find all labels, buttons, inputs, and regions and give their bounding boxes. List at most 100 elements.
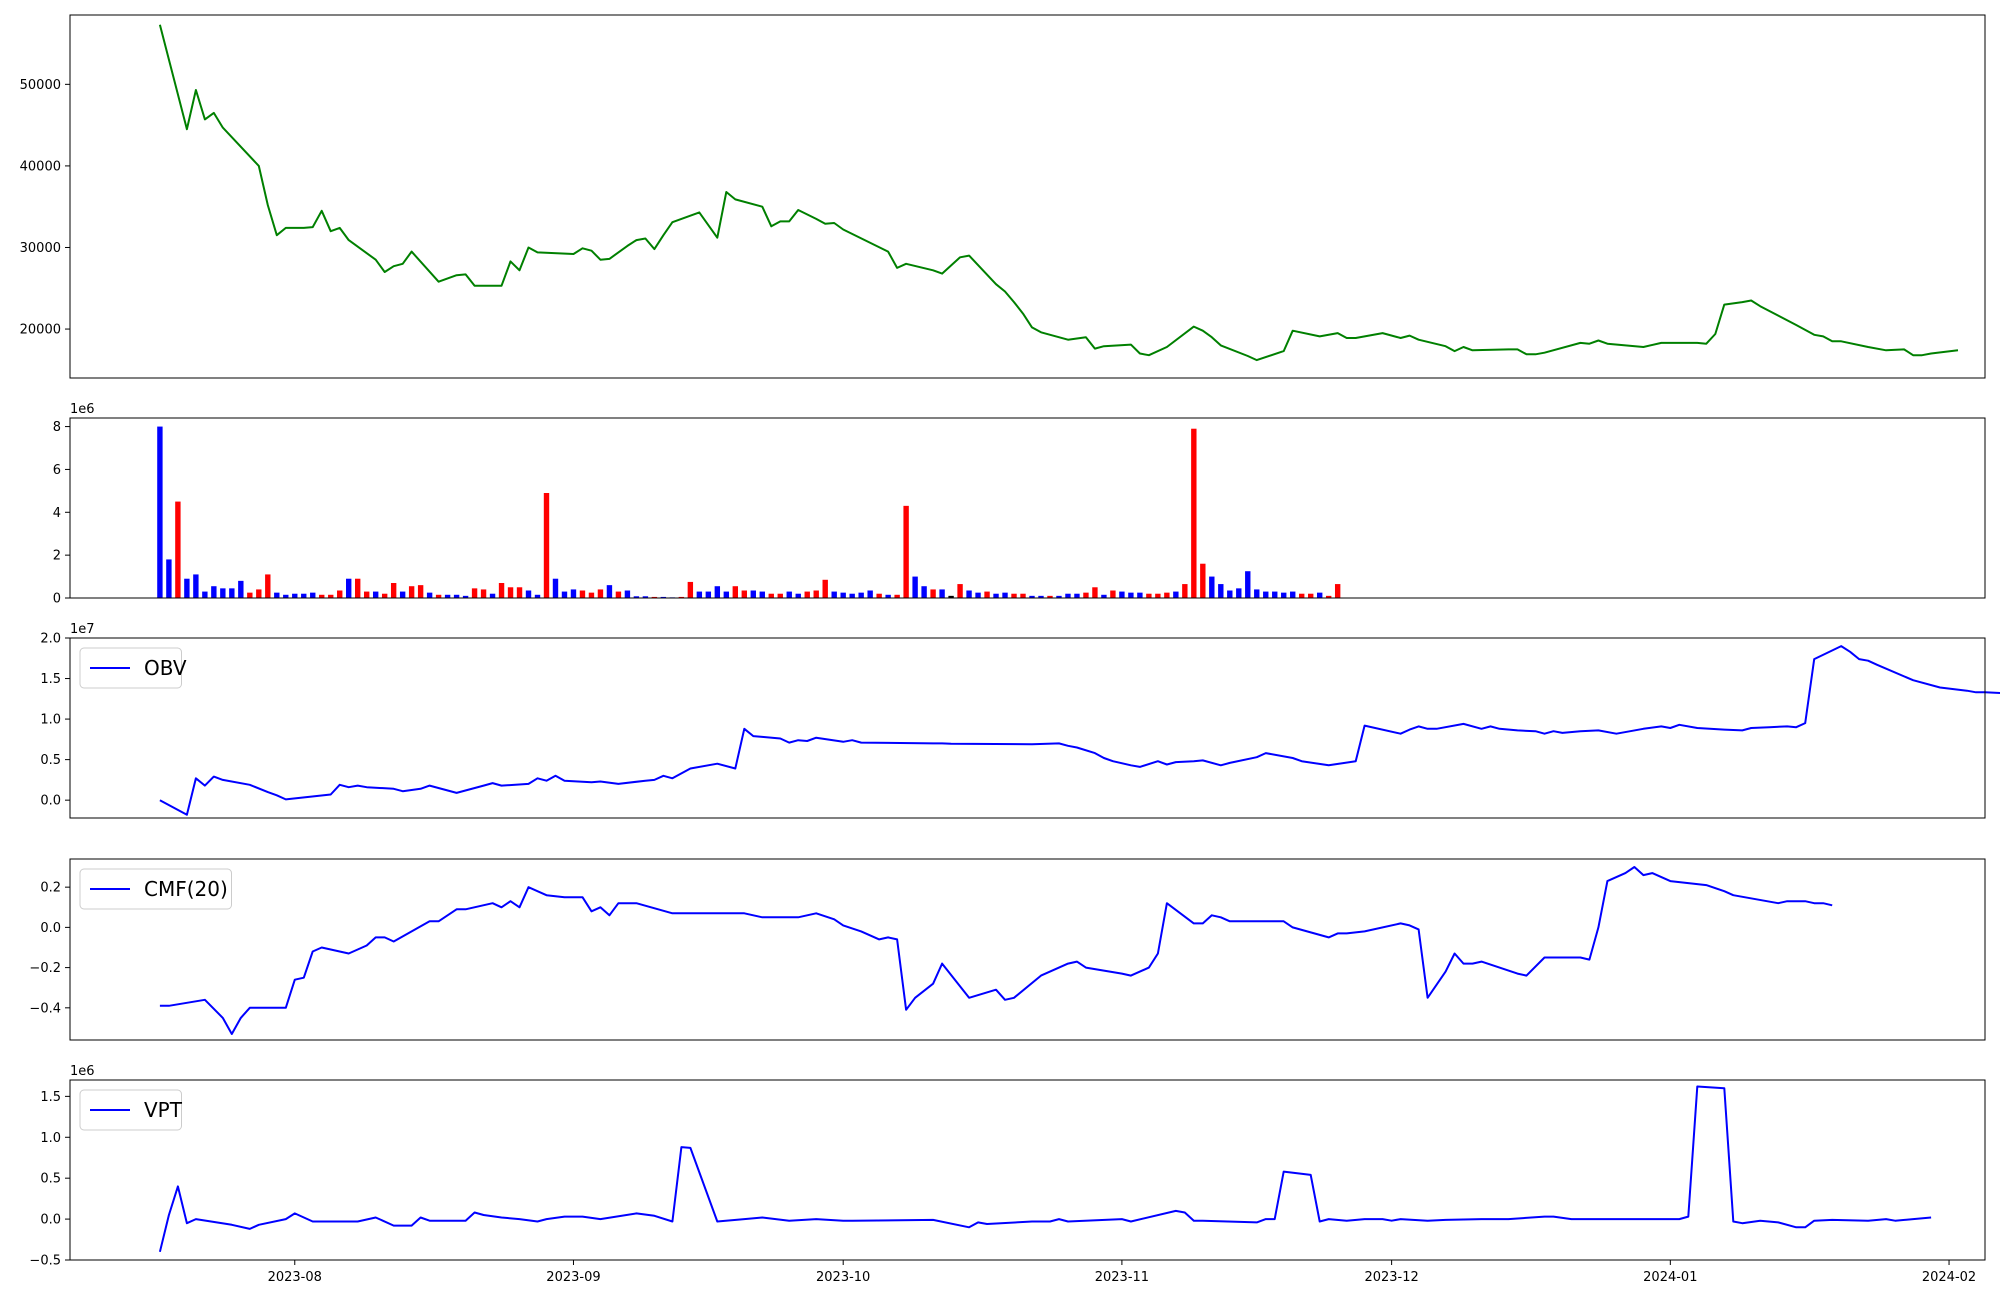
volume-bar [579, 590, 586, 598]
volume-bar [1200, 563, 1206, 598]
volume-bar [211, 586, 217, 598]
volume-bar [1110, 590, 1116, 598]
obv-line [159, 645, 2000, 816]
axes-frame [69, 858, 1986, 1041]
obv-panel: 0.0 0.5 1.0 1.5 2.0 1e7 OBV [40, 622, 2000, 819]
volume-bar [1092, 587, 1098, 598]
volume-bar [624, 590, 631, 598]
volume-bar [310, 592, 316, 598]
x-tick-label: 2023-09 [546, 1270, 600, 1285]
volume-bar [301, 593, 307, 598]
volume-bar [372, 591, 379, 598]
volume-bar [435, 594, 442, 598]
volume-bar [229, 588, 235, 598]
volume-bar [597, 589, 604, 598]
volume-bar [660, 596, 667, 598]
y-tick-label: 8 [53, 420, 61, 435]
y-tick-label: 2.0 [40, 632, 61, 647]
volume-bar [1290, 591, 1296, 598]
volume-bar [993, 593, 999, 598]
axes-frame [69, 1079, 1986, 1261]
volume-bar [408, 586, 415, 598]
volume-bar [984, 591, 990, 598]
volume-bar [1254, 589, 1260, 598]
volume-bar [768, 593, 774, 598]
y-tick-label: 1.0 [40, 713, 61, 728]
volume-bar [570, 589, 577, 598]
volume-bar [1245, 571, 1251, 598]
volume-bar [1227, 590, 1233, 598]
volume-bar [750, 590, 756, 598]
volume-bar [1236, 588, 1242, 598]
y-tick-label: 40000 [20, 159, 61, 174]
axes-frame [69, 14, 1986, 379]
volume-bar [516, 587, 523, 598]
y-tick-label: 50000 [20, 78, 61, 93]
volume-bar [1137, 592, 1143, 598]
volume-bar [876, 593, 882, 598]
volume-bar [489, 593, 496, 598]
volume-bar [804, 591, 810, 598]
volume-bar [795, 593, 801, 598]
volume-bar [363, 591, 370, 598]
volume-bar [1083, 592, 1089, 598]
volume-bar [885, 594, 891, 598]
legend-label: VPT [144, 1098, 183, 1122]
volume-bar [1101, 594, 1107, 598]
volume-bar [966, 590, 972, 598]
volume-bar [426, 592, 433, 598]
axis-offset-label: 1e6 [70, 1064, 95, 1079]
y-tick-label: 0.5 [40, 1172, 61, 1187]
volume-bar [355, 578, 361, 598]
vpt-line [158, 1085, 1932, 1253]
volume-bar [867, 590, 873, 598]
volume-bar [939, 589, 945, 598]
legend-label: OBV [144, 656, 187, 680]
volume-bar [858, 592, 864, 598]
y-tick-label: 2 [53, 549, 61, 564]
cmf-20--line [159, 866, 1833, 1035]
volume-bar [813, 590, 819, 598]
volume-bar [337, 590, 343, 598]
volume-bar [390, 583, 397, 598]
volume-bar [606, 585, 613, 598]
volume-bar [759, 591, 765, 598]
x-tick-label: 2023-08 [268, 1270, 322, 1285]
volume-bar [840, 592, 846, 598]
volume-bar [220, 588, 226, 598]
x-axis: 2023-08 2023-09 2023-10 2023-11 2023-12 2024-… [268, 1260, 1976, 1285]
volume-bar [1020, 593, 1026, 598]
volume-bar [1191, 428, 1197, 598]
volume-bar [1325, 595, 1332, 598]
volume-bar [381, 593, 388, 598]
y-tick-label: 0.0 [40, 921, 61, 936]
volume-bar [1272, 591, 1278, 598]
volume-bar [480, 589, 487, 598]
volume-bar [1155, 593, 1161, 598]
legend-box [79, 868, 232, 910]
volume-bar [1316, 592, 1323, 598]
volume-bar [723, 591, 730, 598]
volume-bar [1146, 593, 1152, 598]
x-tick-label: 2023-10 [816, 1270, 870, 1285]
volume-bar [642, 596, 649, 598]
axes-frame [69, 637, 1986, 819]
legend: VPT [79, 1089, 183, 1131]
y-tick-label: 1.5 [40, 1090, 61, 1105]
volume-bar [247, 592, 253, 598]
y-tick-label: −0.2 [29, 961, 61, 976]
volume-bar [444, 594, 451, 598]
legend-label: CMF(20) [144, 877, 228, 901]
volume-bar [1164, 592, 1170, 598]
volume-bar [678, 596, 685, 598]
axis-offset-label: 1e7 [70, 622, 95, 637]
volume-bar [525, 590, 532, 598]
volume-bar [1002, 592, 1008, 598]
volume-bar [1074, 593, 1080, 598]
volume-bar [975, 592, 981, 598]
volume-bar [741, 590, 747, 598]
legend-box [79, 647, 182, 689]
volume-bar [1128, 592, 1134, 598]
volume-bar [588, 592, 595, 598]
y-tick-label: 0.2 [40, 881, 61, 896]
